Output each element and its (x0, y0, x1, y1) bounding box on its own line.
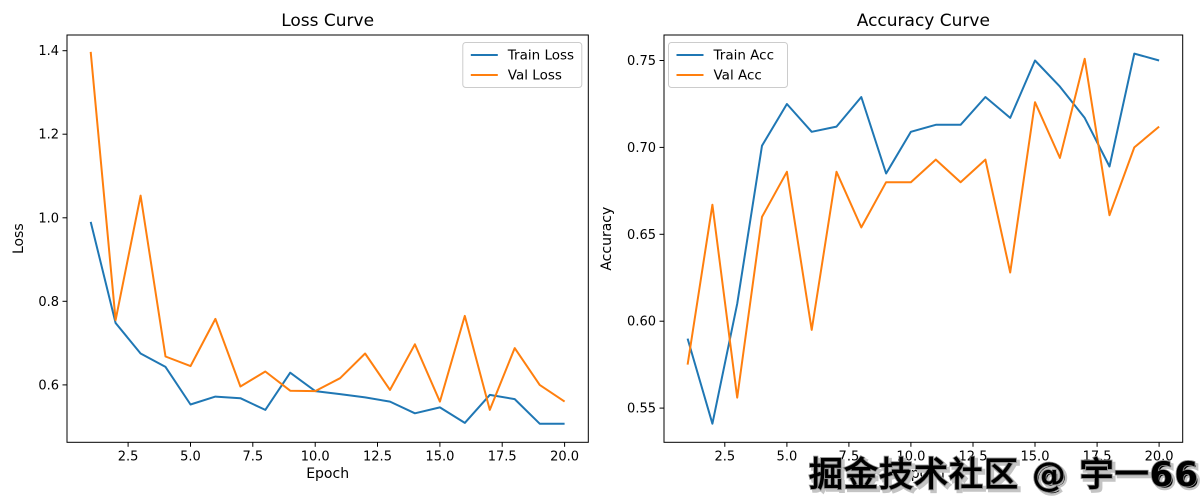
x-tick-label: 12.5 (363, 449, 392, 464)
legend: Train Acc Val Acc (668, 42, 788, 88)
watermark-shadow-text: 掘金技术社区 @ 宇一66 (812, 458, 1200, 498)
x-tick-label: 17.5 (488, 449, 517, 464)
x-tick-label: 15.0 (425, 449, 454, 464)
plot-frame (66, 34, 589, 443)
x-tick-label: 17.5 (1083, 449, 1112, 464)
x-axis-label: Epoch (306, 466, 349, 482)
y-tick-label: 0.55 (627, 402, 656, 417)
legend-label: Val Loss (508, 68, 562, 84)
legend-label: Train Acc (713, 48, 775, 64)
y-axis-label: Accuracy (599, 207, 615, 271)
y-tick-label: 1.4 (38, 44, 59, 59)
y-tick-label: 0.8 (38, 295, 59, 310)
x-tick-label: 12.5 (959, 449, 988, 464)
legend: Train Loss Val Loss (462, 42, 583, 88)
accuracy-curve-chart: Accuracy Curve 2.5 5.0 7.5 10.0 12.5 15.0 17.5 2… (599, 11, 1184, 482)
y-tick-label: 0.6 (38, 378, 59, 393)
loss-curve-chart: Loss Curve 2.5 5.0 7.5 10.0 12.5 15.0 17.5 20.0 0… (11, 11, 589, 482)
chart-title: Accuracy Curve (857, 11, 990, 31)
train-loss-line (89, 221, 565, 425)
x-tick-label: 7.5 (839, 449, 860, 464)
x-tick-label: 5.0 (777, 449, 798, 464)
x-tick-label: 7.5 (242, 449, 263, 464)
legend-label: Val Acc (714, 68, 762, 84)
y-tick-label: 1.0 (38, 211, 59, 226)
y-tick-label: 0.75 (627, 54, 656, 69)
y-tick-label: 0.70 (627, 141, 656, 156)
chart-title: Loss Curve (281, 11, 374, 31)
x-tick-label: 5.0 (180, 449, 201, 464)
x-tick-label: 2.5 (118, 449, 139, 464)
x-tick-label: 20.0 (1145, 449, 1174, 464)
val-loss-line (89, 51, 566, 411)
legend-label: Train Loss (507, 48, 574, 64)
x-axis-label: Epoch (902, 466, 945, 482)
train-acc-line (686, 52, 1160, 425)
x-tick-label: 10.0 (896, 449, 925, 464)
x-tick-label: 2.5 (714, 449, 735, 464)
x-tick-label: 15.0 (1021, 449, 1050, 464)
legend-box (668, 42, 788, 88)
legend-box (462, 42, 583, 88)
x-tick-label: 20.0 (550, 449, 579, 464)
val-acc-line (686, 57, 1160, 399)
y-tick-label: 1.2 (38, 128, 59, 143)
watermark-text: 掘金技术社区 @ 宇一66 (809, 455, 1199, 495)
y-tick-label: 0.60 (627, 315, 656, 330)
x-tick-label: 10.0 (301, 449, 330, 464)
y-tick-label: 0.65 (627, 228, 656, 243)
y-axis-label: Loss (11, 223, 27, 254)
watermark: 掘金技术社区 @ 宇一66 掘金技术社区 @ 宇一66 (808, 454, 1200, 499)
plot-frame (663, 34, 1184, 443)
